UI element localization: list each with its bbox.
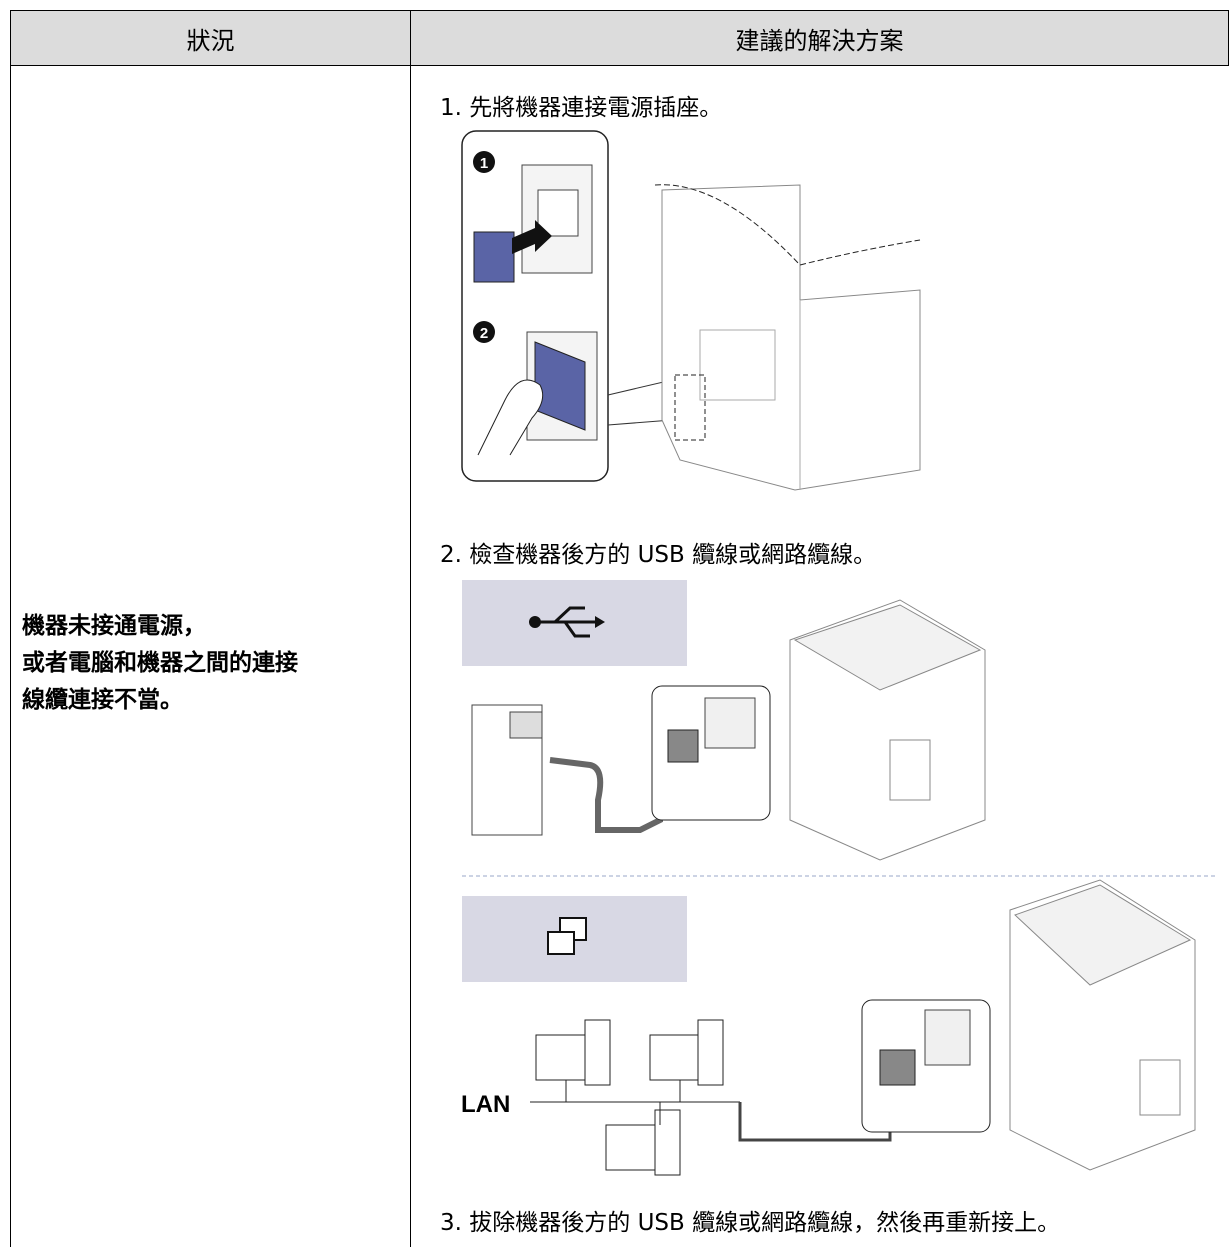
callout: 2 bbox=[480, 325, 488, 342]
illustration-polygon bbox=[793, 604, 982, 691]
illustration-polygon bbox=[512, 220, 552, 254]
step-text: 1. 先將機器連接電源插座。 bbox=[440, 95, 723, 121]
illustration-line bbox=[607, 379, 673, 396]
header-cell: 狀況 bbox=[10, 10, 411, 66]
situation-line: 或者電腦和機器之間的連接 bbox=[22, 650, 298, 676]
illustration-rect bbox=[1139, 1059, 1181, 1116]
illustration-rect bbox=[547, 931, 575, 955]
situation-text: 機器未接通電源， 或者電腦和機器之間的連接 線纜連接不當。 bbox=[22, 608, 298, 719]
illustration-polygon bbox=[595, 616, 605, 628]
illustration-circle bbox=[473, 151, 495, 173]
illustration-rect bbox=[699, 329, 776, 401]
callout: 1 bbox=[480, 155, 488, 172]
situation-line: 機器未接通電源， bbox=[22, 613, 206, 639]
illustration-rect bbox=[654, 1109, 681, 1176]
illustration-path bbox=[654, 184, 921, 266]
illustration-polygon bbox=[1014, 884, 1192, 986]
illustration-circle bbox=[473, 321, 495, 343]
table-border bbox=[410, 66, 411, 1247]
header-cell: 建議的解決方案 bbox=[410, 10, 1229, 66]
step-text: 2. 檢查機器後方的 USB 纜線或網路纜線。 bbox=[440, 542, 877, 568]
illustration-line bbox=[607, 419, 673, 426]
illustration-path bbox=[477, 379, 544, 456]
illustration-path bbox=[553, 606, 590, 638]
network-label: LAN bbox=[461, 1091, 510, 1118]
illustration-rect bbox=[584, 1019, 611, 1086]
illustration-polygon bbox=[661, 184, 921, 491]
illustration-rect bbox=[924, 1009, 971, 1066]
illustration-rect bbox=[667, 729, 699, 763]
illustration-rect bbox=[889, 739, 931, 801]
situation-line: 線纜連接不當。 bbox=[22, 687, 183, 713]
table-border bbox=[10, 66, 11, 1247]
illustration-rect bbox=[473, 231, 515, 283]
illustration-rect bbox=[879, 1049, 916, 1086]
illustration-rect bbox=[509, 711, 543, 739]
illustration-rect bbox=[697, 1019, 724, 1086]
illustration-rect bbox=[537, 189, 579, 237]
step-text: 3. 拔除機器後方的 USB 纜線或網路纜線，然後再重新接上。 bbox=[440, 1210, 1061, 1236]
illustration-rect bbox=[704, 697, 756, 749]
